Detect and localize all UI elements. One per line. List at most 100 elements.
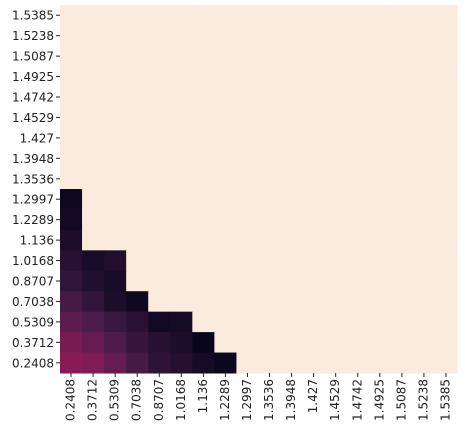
- heatmap-cell: [104, 25, 127, 47]
- x-tick-label: 1.5238: [416, 379, 430, 421]
- heatmap-cell: [192, 25, 215, 47]
- heatmap-cell: [302, 209, 326, 231]
- heatmap-cell: [192, 270, 215, 292]
- heatmap-cell: [104, 270, 127, 292]
- x-tick-label: 0.3712: [86, 379, 100, 421]
- heatmap-cell: [346, 148, 370, 170]
- heatmap-cell: [346, 25, 370, 47]
- heatmap-cell: [170, 25, 193, 47]
- heatmap-cell: [412, 5, 436, 26]
- heatmap-cell: [258, 127, 282, 149]
- heatmap-cell: [214, 127, 237, 149]
- heatmap-cell: [148, 189, 171, 210]
- heatmap-cell: [324, 270, 348, 292]
- heatmap-cell: [390, 66, 414, 88]
- heatmap-cell: [302, 127, 326, 149]
- heatmap-cell: [148, 311, 171, 333]
- heatmap-cell: [258, 270, 282, 292]
- heatmap-cell: [214, 250, 237, 272]
- heatmap-cell: [126, 66, 149, 88]
- heatmap-cell: [280, 66, 304, 88]
- heatmap-cell: [236, 107, 259, 129]
- heatmap-cell: [412, 45, 436, 67]
- heatmap-cell: [412, 189, 436, 210]
- heatmap-cell: [236, 168, 259, 190]
- heatmap-cell: [214, 229, 237, 251]
- heatmap-cell: [170, 127, 193, 149]
- x-tick-label: 1.4925: [372, 379, 386, 421]
- x-tick-label: 1.3948: [284, 379, 298, 421]
- heatmap-cell: [214, 189, 237, 210]
- heatmap-cell: [258, 352, 282, 374]
- heatmap-cell: [302, 332, 326, 354]
- heatmap-cell: [82, 209, 105, 231]
- heatmap-cell: [148, 5, 171, 26]
- heatmap-cell: [346, 250, 370, 272]
- heatmap-cell: [170, 270, 193, 292]
- heatmap-cell: [82, 86, 105, 108]
- heatmap-cell: [390, 148, 414, 170]
- heatmap-cell: [170, 107, 193, 129]
- heatmap-cell: [214, 107, 237, 129]
- heatmap-cell: [412, 250, 436, 272]
- heatmap-cell: [324, 352, 348, 374]
- y-tick-label: 1.5385: [12, 9, 54, 23]
- heatmap-cell: [126, 189, 149, 210]
- x-tick-label: 1.3536: [262, 379, 276, 421]
- heatmap-cell: [148, 168, 171, 190]
- heatmap-cell: [104, 352, 127, 374]
- heatmap-cell: [434, 229, 458, 251]
- heatmap-cell: [280, 127, 304, 149]
- heatmap-cell: [60, 311, 83, 333]
- heatmap-cell: [368, 45, 392, 67]
- heatmap-cell: [324, 209, 348, 231]
- heatmap-cell: [368, 168, 392, 190]
- heatmap-cell: [302, 229, 326, 251]
- heatmap-cell: [104, 148, 127, 170]
- heatmap-cell: [346, 332, 370, 354]
- heatmap-cell: [280, 311, 304, 333]
- heatmap-cell: [434, 189, 458, 210]
- heatmap-cell: [148, 127, 171, 149]
- heatmap-cell: [126, 311, 149, 333]
- heatmap-cell: [104, 189, 127, 210]
- heatmap-cell: [434, 127, 458, 149]
- heatmap-cell: [192, 229, 215, 251]
- heatmap-cell: [412, 209, 436, 231]
- heatmap-cell: [390, 209, 414, 231]
- heatmap-cell: [126, 250, 149, 272]
- heatmap-cell: [60, 189, 83, 210]
- heatmap-cell: [346, 5, 370, 26]
- heatmap-cell: [170, 250, 193, 272]
- heatmap-cell: [280, 148, 304, 170]
- heatmap-cell: [280, 107, 304, 129]
- heatmap-cell: [412, 66, 436, 88]
- heatmap-cell: [302, 148, 326, 170]
- y-tick-label: 1.136: [20, 234, 54, 248]
- heatmap-cell: [368, 352, 392, 374]
- x-tick-label: 0.2408: [64, 379, 78, 421]
- heatmap-cell: [126, 25, 149, 47]
- heatmap-cell: [434, 209, 458, 231]
- heatmap-cell: [104, 45, 127, 67]
- heatmap-cell: [192, 86, 215, 108]
- heatmap-cell: [60, 66, 83, 88]
- heatmap-cell: [412, 352, 436, 374]
- heatmap-cell: [368, 127, 392, 149]
- heatmap-cell: [214, 66, 237, 88]
- heatmap-cell: [280, 25, 304, 47]
- y-tick-label: 1.5238: [12, 29, 54, 43]
- heatmap-cell: [390, 229, 414, 251]
- heatmap-cell: [192, 127, 215, 149]
- heatmap-cell: [346, 189, 370, 210]
- heatmap-cell: [280, 209, 304, 231]
- y-tick-label: 1.2289: [12, 213, 54, 227]
- heatmap-cell: [258, 332, 282, 354]
- heatmap-cell: [60, 127, 83, 149]
- heatmap-cell: [148, 148, 171, 170]
- heatmap-cell: [302, 5, 326, 26]
- heatmap-cell: [280, 352, 304, 374]
- heatmap-cell: [346, 311, 370, 333]
- heatmap-cell: [258, 189, 282, 210]
- heatmap-cell: [302, 250, 326, 272]
